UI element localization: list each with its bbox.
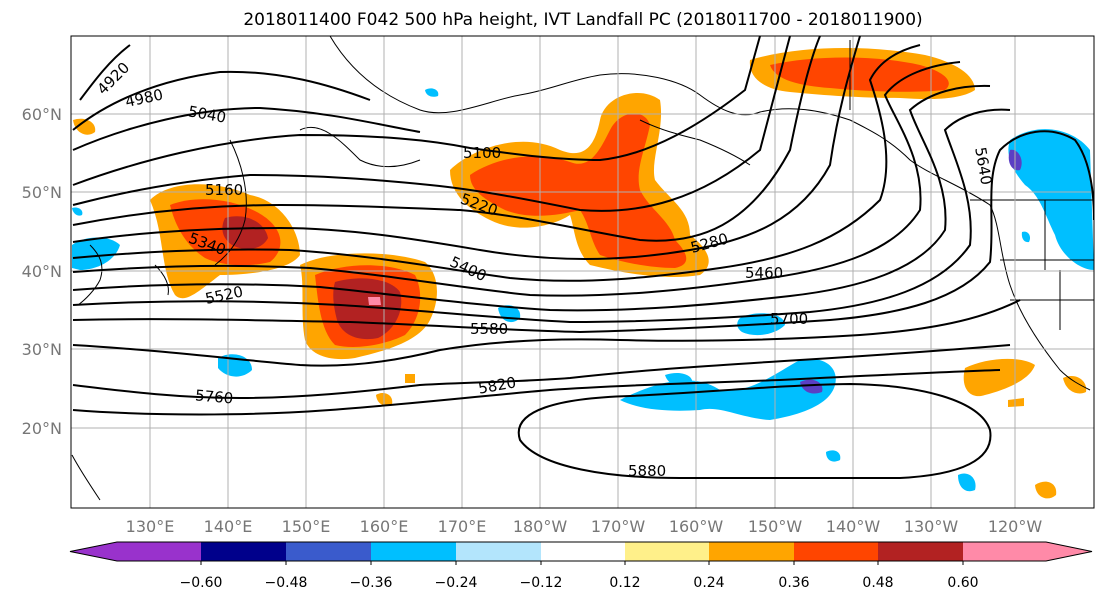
colorbar-swatch xyxy=(117,542,201,561)
height-contours xyxy=(72,36,1094,480)
lon-label: 120°W xyxy=(988,517,1043,536)
contour-label: 5460 xyxy=(745,264,783,282)
map-area: 4920 4980 5040 5100 5160 5220 5280 5340 … xyxy=(71,36,1094,508)
lat-label: 60°N xyxy=(22,105,62,124)
lon-label: 130°E xyxy=(126,517,175,536)
contour-label: 5700 xyxy=(770,310,808,328)
lat-label: 20°N xyxy=(22,419,62,438)
colorbar-tick-label: −0.24 xyxy=(435,575,478,591)
contour-label: 5160 xyxy=(205,181,243,199)
lon-label: 140°W xyxy=(826,517,881,536)
political-borders xyxy=(849,40,1094,330)
map-frame xyxy=(70,35,1095,509)
colorbar-swatch xyxy=(625,542,709,561)
colorbar-swatch xyxy=(201,542,286,561)
lat-label: 40°N xyxy=(22,262,62,281)
lon-label: 170°E xyxy=(438,517,487,536)
lon-label: 180°W xyxy=(513,517,568,536)
colorbar-tick-label: −0.60 xyxy=(180,575,223,591)
figure-title: 2018011400 F042 500 hPa height, IVT Land… xyxy=(243,10,922,30)
gridlines xyxy=(71,36,1094,508)
colorbar-swatch xyxy=(286,542,371,561)
colorbar-tick-label: −0.36 xyxy=(350,575,393,591)
colorbar-tick-label: 0.12 xyxy=(609,575,640,591)
lon-label: 160°W xyxy=(669,517,724,536)
colorbar xyxy=(69,541,1093,565)
lon-label: 170°W xyxy=(591,517,646,536)
colorbar-outline xyxy=(69,541,1093,562)
colorbar-swatch xyxy=(963,542,1046,561)
longitude-labels: 130°E 140°E 150°E 160°E 170°E 180°W 170°… xyxy=(126,517,1043,536)
colorbar-swatch xyxy=(709,542,794,561)
colorbar-tick-label: 0.60 xyxy=(947,575,978,591)
colorbar-extend-low xyxy=(70,542,117,561)
colorbar-tick-label: −0.48 xyxy=(265,575,308,591)
contour-label: 5880 xyxy=(628,462,666,480)
ivt-region-baja xyxy=(963,358,1035,397)
colorbar-tick-label: −0.12 xyxy=(520,575,563,591)
colorbar-tick-label: 0.48 xyxy=(862,575,893,591)
ivt-positive-shading xyxy=(73,48,1087,499)
coastlines xyxy=(71,36,1091,501)
latitude-labels: 60°N 50°N 40°N 30°N 20°N xyxy=(22,105,62,438)
lon-label: 140°E xyxy=(204,517,253,536)
lon-label: 130°W xyxy=(904,517,959,536)
colorbar-swatch xyxy=(794,542,878,561)
colorbar-swatch xyxy=(878,542,963,561)
contour-label: 5100 xyxy=(463,144,501,162)
colorbar-swatch xyxy=(541,542,625,561)
ivt-region-hawaii xyxy=(620,358,836,420)
contour-label: 5580 xyxy=(470,320,508,338)
colorbar-tick-labels: −0.60 −0.48 −0.36 −0.24 −0.12 0.12 0.24 … xyxy=(180,575,979,591)
lon-label: 150°E xyxy=(282,517,331,536)
contour-label: 5760 xyxy=(194,386,234,407)
lon-label: 160°E xyxy=(360,517,409,536)
lon-label: 150°W xyxy=(748,517,803,536)
colorbar-swatch xyxy=(456,542,541,561)
colorbar-swatch xyxy=(371,542,456,561)
lat-label: 30°N xyxy=(22,340,62,359)
colorbar-tick-label: 0.36 xyxy=(778,575,809,591)
lat-label: 50°N xyxy=(22,183,62,202)
colorbar-tick-label: 0.24 xyxy=(693,575,724,591)
colorbar-extend-high xyxy=(1046,542,1092,561)
